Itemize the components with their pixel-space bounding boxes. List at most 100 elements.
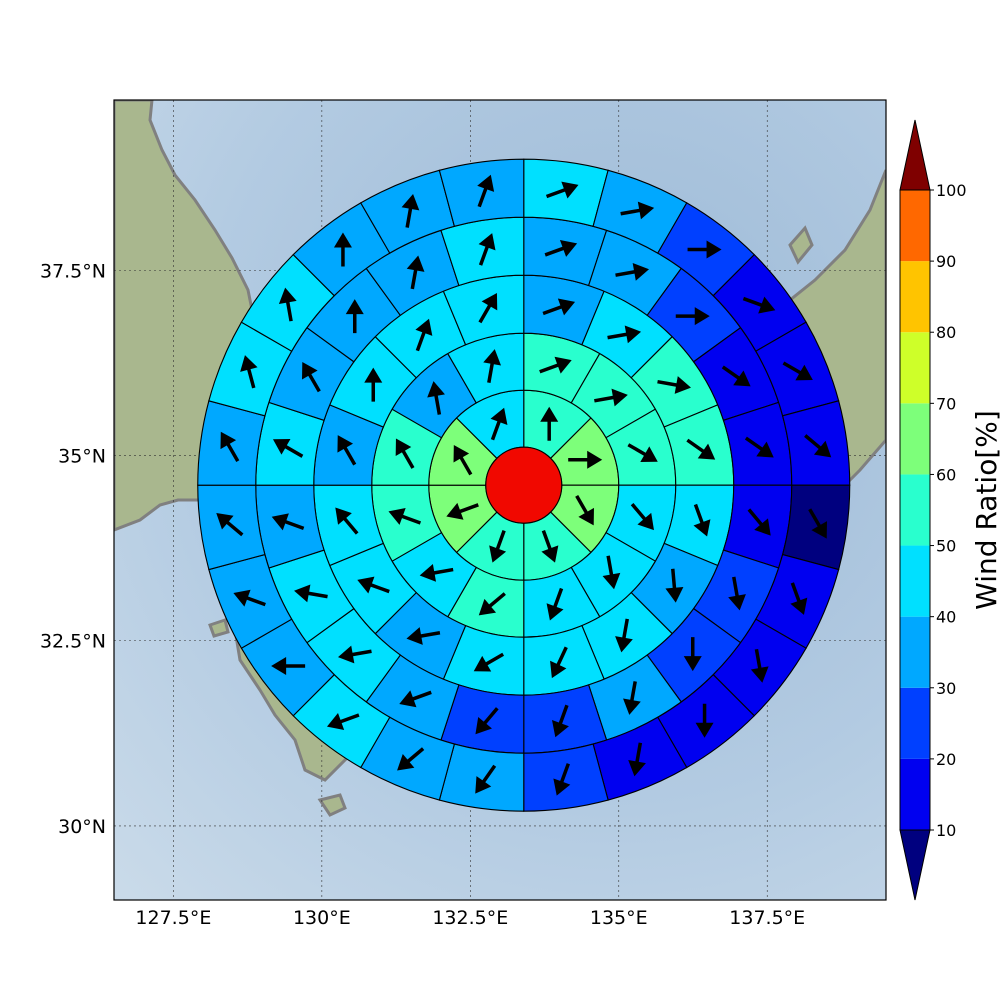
wind-arrow: [415, 318, 433, 352]
wind-arrow: [397, 747, 425, 771]
colorbar-segment: [900, 545, 930, 617]
wind-arrow: [473, 652, 505, 672]
colorbar-segment: [900, 332, 930, 404]
wind-arrow: [388, 508, 422, 525]
wind-arrow: [552, 704, 569, 738]
wind-arrow: [446, 502, 479, 520]
wind-arrow: [804, 434, 832, 458]
colorbar-tick-label: 20: [936, 750, 956, 769]
colorbar-tick-label: 70: [936, 394, 956, 413]
wind-arrow: [615, 618, 633, 653]
wind-arrow: [693, 503, 711, 537]
colorbar-tick-label: 50: [936, 537, 956, 556]
wind-arrow: [278, 287, 297, 322]
wind-arrow: [568, 450, 603, 469]
wind-direction-arrows: [216, 174, 832, 796]
wind-arrow: [240, 355, 258, 389]
colorbar-tick-label: 30: [936, 679, 956, 698]
wind-arrow: [216, 513, 244, 537]
y-tick-label: 32.5°N: [40, 631, 106, 653]
wind-arrow: [406, 627, 441, 645]
wind-arrow: [627, 443, 658, 463]
wind-arrow: [750, 648, 769, 683]
y-tick-label: 37.5°N: [40, 260, 106, 282]
wind-arrow: [657, 376, 691, 394]
x-tick-label: 137.5°E: [729, 907, 805, 929]
wind-arrow: [541, 530, 559, 563]
wind-arrow: [782, 361, 813, 381]
wind-arrow: [489, 530, 507, 563]
wind-arrow: [542, 298, 576, 316]
ring-sector: [523, 743, 609, 812]
wind-arrow: [546, 587, 564, 621]
wind-arrow: [544, 239, 578, 257]
wind-arrow: [675, 307, 710, 326]
colorbar-tick-label: 100: [936, 181, 967, 200]
wind-arrow: [475, 764, 497, 794]
wind-arrow: [687, 240, 722, 259]
colorbar-label: Wind Ratio[%]: [970, 410, 1000, 610]
wind-arrow: [233, 589, 266, 607]
wind-arrow: [419, 563, 454, 582]
wind-arrow: [220, 431, 240, 463]
wind-arrow: [478, 592, 506, 616]
colorbar-segment: [900, 403, 930, 475]
wind-arrow: [628, 742, 646, 777]
wind-arrow: [294, 584, 328, 603]
wind-arrow: [475, 707, 499, 735]
wind-arrow: [630, 503, 654, 531]
wind-arrow: [338, 645, 372, 664]
map-frame: [113, 99, 887, 901]
wind-arrow: [335, 507, 359, 535]
wind-arrow: [744, 436, 774, 458]
x-axis-ticks: 127.5°E 130°E 132.5°E 135°E 137.5°E: [135, 907, 805, 929]
wind-arrow: [453, 445, 473, 476]
wind-arrow: [623, 681, 641, 715]
wind-arrow: [747, 508, 771, 536]
wind-arrow: [686, 438, 716, 460]
wind-arrow: [401, 194, 420, 228]
colorbar-segment: [900, 687, 930, 759]
wind-arrow: [545, 181, 579, 199]
wind-arrow: [575, 495, 594, 526]
y-tick-label: 35°N: [58, 446, 106, 468]
wind-arrow: [550, 646, 568, 679]
wind-arrow: [683, 637, 702, 672]
wind-arrow: [345, 299, 364, 334]
colorbar-tick-label: 90: [936, 252, 956, 271]
colorbar-tick-label: 80: [936, 323, 956, 342]
wind-arrow: [478, 292, 498, 324]
wind-arrow: [742, 296, 776, 314]
wind-arrow: [406, 255, 425, 290]
x-tick-label: 132.5°E: [432, 907, 508, 929]
islands-land: [208, 225, 814, 817]
wind-arrow: [490, 407, 508, 441]
wind-arrow: [395, 438, 415, 469]
wind-arrow: [539, 356, 572, 374]
wind-ratio-sectors: [197, 158, 851, 812]
colorbar-tick-label: 40: [936, 608, 956, 627]
wind-arrow: [607, 325, 642, 344]
wind-arrow: [337, 435, 357, 466]
wind-arrow: [478, 233, 496, 266]
colorbar-tick-label: 60: [936, 465, 956, 484]
wind-arrow: [808, 508, 828, 539]
x-tick-label: 135°E: [590, 907, 648, 929]
center-cell: [485, 446, 563, 524]
wind-arrow: [790, 582, 808, 615]
colorbar-tick-label: 10: [936, 821, 956, 840]
wind-arrow: [695, 703, 714, 738]
wind-arrow: [477, 174, 495, 208]
colorbar-frame: [899, 189, 931, 831]
colorbar-segment: [900, 474, 930, 546]
wind-arrow: [399, 690, 432, 708]
wind-arrow: [326, 713, 360, 730]
colorbar: 10 20 30 40 50 60 70 80 90 100 Wind Ratio[%]: [899, 119, 1000, 901]
y-axis-ticks: 30°N 32.5°N 35°N 37.5°N: [40, 260, 106, 838]
wind-arrow: [615, 263, 649, 281]
wind-arrow: [620, 201, 655, 220]
colorbar-extend-top: [899, 119, 931, 191]
wind-arrow: [272, 439, 304, 458]
wind-arrow: [602, 555, 621, 590]
